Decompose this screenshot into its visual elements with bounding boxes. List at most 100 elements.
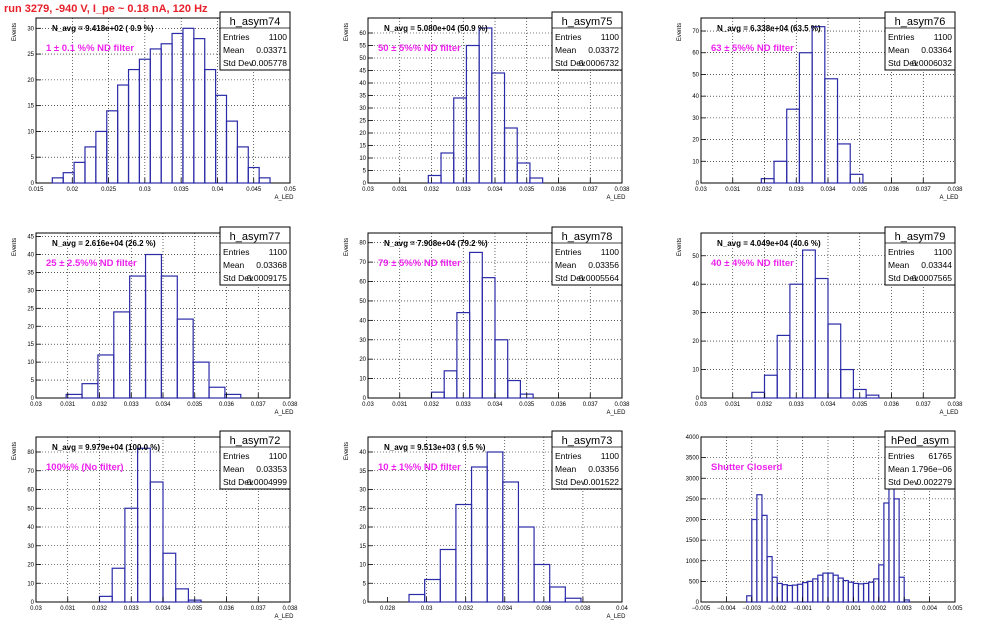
y-tick-label: 0 [696, 396, 700, 402]
filter-annotation: 40 ± 4%% ND filter [711, 258, 794, 269]
x-tick-label: 0.034 [820, 402, 836, 408]
y-tick-label: 1000 [686, 559, 700, 565]
x-tick-label: 0.05 [284, 187, 296, 193]
x-tick-label: 0.038 [947, 187, 963, 193]
stats-std-label: Std Dev [555, 477, 586, 487]
y-tick-label: 30 [359, 338, 366, 344]
x-tick-label: 0.002 [871, 606, 887, 612]
stats-mean-label: Mean [223, 464, 245, 474]
histogram-name: hPed_asym [891, 435, 949, 447]
stats-mean-label: Mean [223, 260, 245, 270]
stats-entries-value: 61765 [928, 451, 952, 461]
histogram-name: h_asym72 [230, 435, 281, 447]
stats-std-value: 0.005778 [252, 58, 288, 68]
stats-entries-label: Entries [223, 32, 249, 42]
y-tick-label: 25 [27, 306, 34, 312]
x-tick-label: 0.032 [757, 402, 773, 408]
y-tick-label: 25 [359, 506, 366, 512]
y-tick-label: 35 [359, 94, 366, 100]
x-tick-label: 0.037 [583, 402, 599, 408]
stats-mean-value: 0.03372 [588, 45, 619, 55]
x-tick-label: 0.032 [458, 606, 474, 612]
x-tick-label: 0.035 [174, 187, 190, 193]
x-tick-label: 0.032 [92, 606, 108, 612]
stats-std-label: Std Dev [223, 477, 254, 487]
histogram-bin [149, 481, 164, 603]
histogram-bin [529, 177, 544, 184]
stats-mean-label: Mean [888, 260, 910, 270]
stats-box [551, 11, 623, 71]
stats-entries-label: Entries [223, 247, 249, 257]
x-tick-label: 0.031 [725, 402, 741, 408]
y-tick-label: 10 [359, 377, 366, 383]
y-tick-label: 15 [359, 144, 366, 150]
x-tick-label: 0.02 [66, 187, 78, 193]
y-tick-label: 40 [27, 253, 34, 259]
stats-entries-value: 1100 [934, 247, 953, 257]
x-tick-label: 0.034 [155, 402, 171, 408]
y-tick-label: 30 [692, 311, 699, 317]
x-tick-label: 0.036 [551, 402, 567, 408]
x-tick-label: 0.038 [947, 402, 963, 408]
x-tick-label: −0.001 [793, 606, 812, 612]
stats-mean-value: 0.03344 [921, 260, 952, 270]
x-tick-label: 0.037 [583, 187, 599, 193]
navg-label: N_avg = 5.080e+04 (50.9 %) [384, 24, 488, 33]
filter-annotation: 79 ± 5%% ND filter [378, 258, 461, 269]
y-tick-label: 1500 [686, 538, 700, 544]
y-tick-label: 25 [359, 119, 366, 125]
y-tick-label: 50 [692, 72, 699, 78]
x-tick-label: 0.03 [30, 402, 42, 408]
stats-std-value: 0.0009175 [247, 273, 287, 283]
y-axis-title: Events [344, 238, 350, 256]
x-tick-label: 0.035 [187, 606, 203, 612]
histogram-bin [208, 386, 226, 399]
stats-entries-label: Entries [555, 451, 581, 461]
histogram-bin [236, 146, 249, 184]
y-tick-label: 0 [31, 396, 35, 402]
x-tick-label: 0.037 [251, 606, 267, 612]
histogram-bin [564, 597, 582, 603]
stats-std-label: Std Dev [223, 58, 254, 68]
histogram-bin [827, 323, 842, 399]
x-tick-label: 0.03 [695, 402, 707, 408]
stats-std-label: Std Dev [888, 477, 919, 487]
stats-mean-value: 0.03356 [588, 260, 619, 270]
histogram-bin [176, 318, 194, 399]
stats-std-label: Std Dev [888, 58, 919, 68]
x-tick-label: 0.03 [421, 606, 433, 612]
x-tick-label: 0.031 [60, 402, 76, 408]
y-tick-label: 2500 [686, 497, 700, 503]
x-tick-label: 0.038 [575, 606, 591, 612]
stats-entries-label: Entries [888, 32, 914, 42]
x-tick-label: −0.003 [743, 606, 762, 612]
y-tick-label: 10 [27, 129, 34, 135]
y-tick-label: 20 [692, 138, 699, 144]
x-axis-title: A_LED [606, 410, 626, 416]
y-tick-label: 30 [359, 488, 366, 494]
x-tick-label: 0.028 [380, 606, 396, 612]
histogram-bin [192, 361, 210, 399]
y-tick-label: 10 [692, 159, 699, 165]
y-axis-title: Events [677, 23, 683, 41]
y-tick-label: 500 [689, 579, 700, 585]
x-tick-label: 0.025 [101, 187, 117, 193]
stats-mean-label: Mean [555, 45, 577, 55]
y-tick-label: 45 [27, 235, 34, 241]
y-tick-label: 20 [359, 131, 366, 137]
x-tick-label: 0.036 [551, 187, 567, 193]
stats-mean-value: 1.796e−06 [912, 464, 953, 474]
histogram-bin [533, 563, 551, 603]
x-tick-label: 0.036 [219, 606, 235, 612]
y-tick-label: 5 [363, 169, 367, 175]
histogram-bin [503, 127, 518, 184]
stats-entries-label: Entries [555, 247, 581, 257]
stats-mean-value: 0.03371 [256, 45, 287, 55]
y-tick-label: 40 [692, 282, 699, 288]
x-tick-label: −0.004 [717, 606, 736, 612]
stats-entries-label: Entries [555, 32, 581, 42]
stats-box [551, 430, 623, 490]
x-tick-label: 0.034 [487, 187, 503, 193]
stats-mean-value: 0.03353 [256, 464, 287, 474]
